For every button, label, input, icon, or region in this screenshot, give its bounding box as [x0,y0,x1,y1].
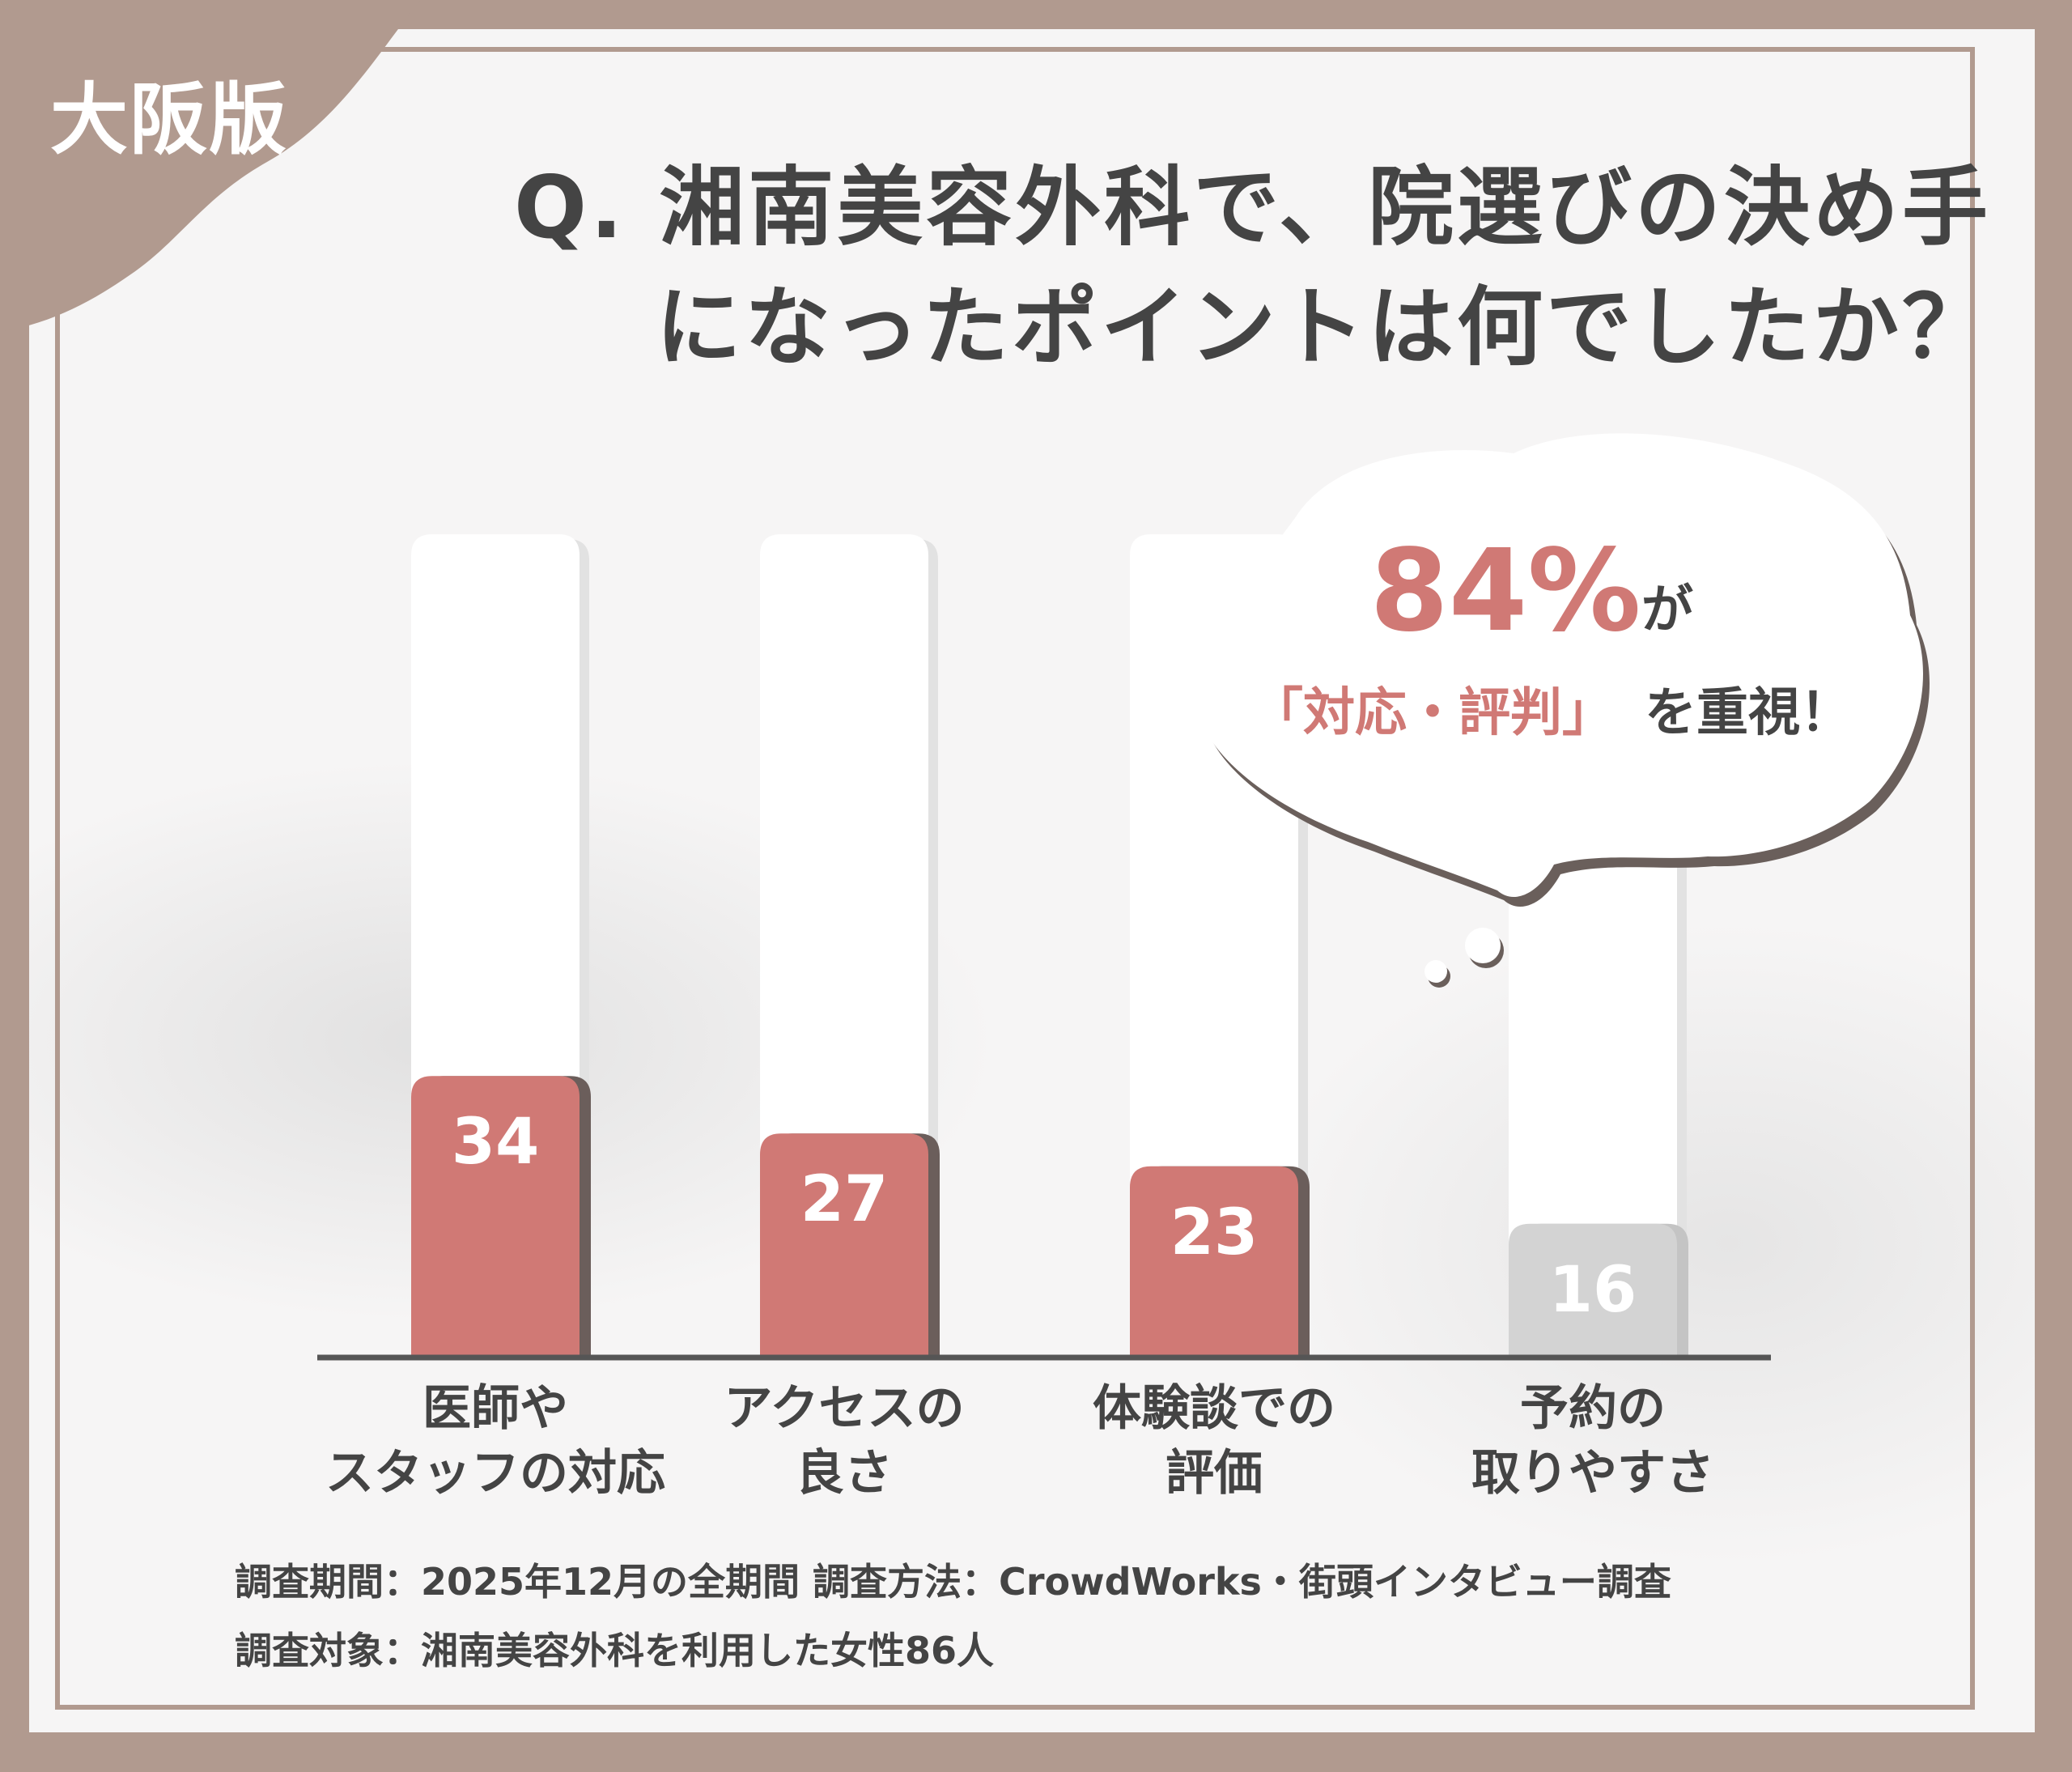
callout-suffix: を重視！ [1645,683,1852,743]
region-badge: 大阪版 [50,74,288,165]
bar [1130,1166,1298,1355]
bar-value-label: 34 [452,1106,540,1179]
x-tick-label: 体験談での [1093,1380,1335,1437]
callout-bubble: 84% が 「対応・評判」 を重視！ [1193,433,1930,988]
x-tick-label: 評価 [1166,1445,1263,1502]
x-tick-label: 取りやすさ [1471,1445,1714,1502]
bar-value-label: 16 [1549,1254,1637,1327]
bars: 34 27 23 16 [411,1076,1688,1355]
callout-particle: が [1641,580,1693,640]
callout-percent: 84% [1369,525,1641,657]
bar-value-label: 23 [1170,1196,1259,1269]
callout-highlight: 「対応・評判」 [1251,683,1614,743]
x-tick-label: アクセスの [724,1380,965,1437]
survey-target-note: 調査対象：湘南美容外科を利用した女性86人 [235,1629,995,1672]
corner-tab [0,0,421,332]
bar [411,1076,580,1355]
question-title-line-1: Q. 湘南美容外科で、院選びの決め手 [513,158,1991,257]
survey-period-note: 調査期間：2025年12月の全期間 調査方法：CrowdWorks・街頭インタビ… [235,1560,1671,1604]
x-tick-label: 良さ [796,1445,893,1502]
question-title-line-2: になったポイントは何でしたか？ [656,278,1991,377]
bar [1509,1223,1677,1355]
x-tick-label: 予約の [1520,1380,1666,1437]
x-tick-label: スタッフの対応 [325,1445,665,1502]
bar-value-label: 27 [800,1163,889,1236]
x-tick-label: 医師や [422,1380,568,1437]
bar [760,1133,928,1355]
